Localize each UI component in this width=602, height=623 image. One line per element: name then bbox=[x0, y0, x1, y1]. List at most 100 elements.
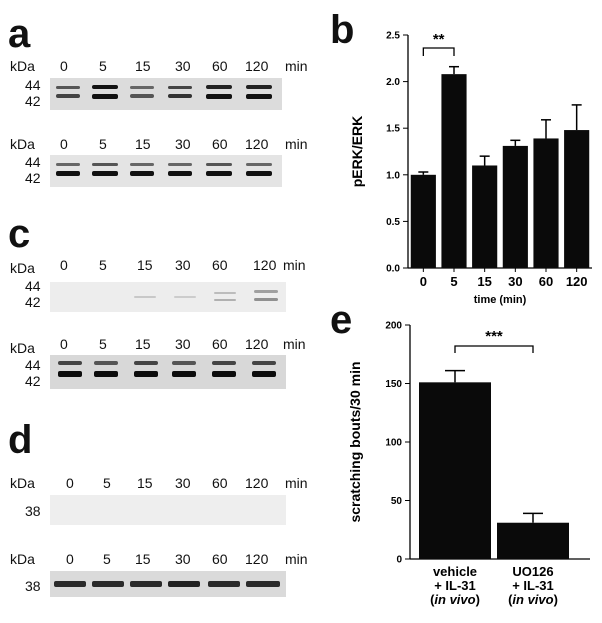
y-tick-label: 150 bbox=[385, 379, 402, 390]
kda-label: kDa bbox=[10, 136, 35, 152]
western-blot-image bbox=[50, 155, 282, 187]
band bbox=[130, 171, 154, 176]
lane-label: 60 bbox=[212, 257, 228, 273]
lane-label: 120 bbox=[245, 136, 269, 152]
band bbox=[94, 361, 118, 365]
unit-label: min bbox=[285, 475, 308, 491]
band bbox=[168, 94, 192, 98]
x-tick-label: 120 bbox=[566, 274, 588, 289]
mw-marker: 44 bbox=[25, 154, 41, 170]
lane-label: 5 bbox=[103, 551, 111, 567]
y-tick-label: 100 bbox=[385, 438, 402, 449]
y-axis-label: pERK/ERK bbox=[349, 116, 365, 188]
lane-label: 15 bbox=[137, 475, 153, 491]
band bbox=[130, 94, 154, 98]
lane-label: 5 bbox=[99, 336, 107, 352]
bar bbox=[533, 138, 559, 268]
lane-label: 0 bbox=[60, 336, 68, 352]
band bbox=[214, 299, 236, 301]
unit-label: min bbox=[285, 136, 308, 152]
x-tick-label: 30 bbox=[508, 274, 522, 289]
lane-label: 0 bbox=[60, 58, 68, 74]
unit-label: min bbox=[283, 257, 306, 273]
lane-label: 30 bbox=[175, 475, 191, 491]
kda-label: kDa bbox=[10, 475, 35, 491]
x-axis-label: time (min) bbox=[474, 294, 527, 306]
band bbox=[172, 361, 196, 365]
kda-label: kDa bbox=[10, 58, 35, 74]
bar-chart-b: 0.0 0.5 1.0 1.5 2.0 2.5 0 5 15 30 60 120 time (min) p… bbox=[349, 31, 592, 306]
lane-label: 30 bbox=[175, 136, 191, 152]
mw-marker: 44 bbox=[25, 77, 41, 93]
band bbox=[254, 290, 278, 293]
panel-letter-a: a bbox=[8, 12, 31, 56]
lane-label: 120 bbox=[245, 58, 269, 74]
band bbox=[92, 94, 118, 99]
y-tick-label: 200 bbox=[385, 321, 402, 332]
x-tick-label: (in vivo) bbox=[508, 592, 558, 607]
western-blot-image bbox=[50, 78, 282, 110]
lane-label: 5 bbox=[99, 58, 107, 74]
band bbox=[92, 85, 118, 89]
bar bbox=[410, 174, 436, 268]
band bbox=[206, 163, 232, 166]
bar bbox=[502, 145, 528, 268]
band bbox=[174, 296, 196, 298]
band bbox=[212, 371, 236, 377]
western-blot-image bbox=[50, 571, 286, 597]
x-tick-label: + IL-31 bbox=[512, 578, 554, 593]
y-axis-label: scratching bouts/30 min bbox=[347, 361, 363, 522]
lane-label: 60 bbox=[212, 475, 228, 491]
x-tick-label: 0 bbox=[420, 274, 427, 289]
mw-marker: 42 bbox=[25, 93, 41, 109]
band bbox=[92, 171, 118, 176]
band bbox=[134, 361, 158, 365]
band bbox=[206, 85, 232, 89]
band bbox=[54, 581, 86, 587]
lane-label: 30 bbox=[175, 257, 191, 273]
band bbox=[92, 581, 124, 587]
lane-label: 15 bbox=[135, 551, 151, 567]
panel-letter-d: d bbox=[8, 418, 33, 462]
panel-letter-c: c bbox=[8, 212, 31, 256]
mw-marker: 44 bbox=[25, 357, 41, 373]
x-tick-label: + IL-31 bbox=[434, 578, 476, 593]
band bbox=[206, 94, 232, 99]
mw-marker: 42 bbox=[25, 170, 41, 186]
band bbox=[206, 171, 232, 176]
unit-label: min bbox=[285, 551, 308, 567]
band bbox=[246, 94, 272, 99]
band bbox=[56, 86, 80, 89]
significance-label: ** bbox=[433, 31, 445, 48]
panel-letter-b: b bbox=[330, 8, 355, 52]
band bbox=[168, 171, 192, 176]
band bbox=[168, 581, 200, 587]
mw-marker: 42 bbox=[25, 373, 41, 389]
lane-label: 0 bbox=[60, 257, 68, 273]
western-blot-image bbox=[50, 355, 286, 389]
y-tick-label: 1.0 bbox=[386, 170, 400, 181]
band bbox=[252, 371, 276, 377]
bar bbox=[472, 165, 498, 268]
band bbox=[58, 371, 82, 377]
band bbox=[130, 86, 154, 89]
band bbox=[254, 298, 278, 301]
lane-label: 15 bbox=[135, 58, 151, 74]
lane-label: 0 bbox=[66, 551, 74, 567]
lane-label: 5 bbox=[103, 475, 111, 491]
y-tick-label: 50 bbox=[391, 496, 403, 507]
lane-label: 120 bbox=[245, 475, 269, 491]
band bbox=[246, 85, 272, 89]
significance-label: *** bbox=[485, 328, 503, 345]
x-tick-label: (in vivo) bbox=[430, 592, 480, 607]
western-blot-image bbox=[50, 495, 286, 525]
kda-label: kDa bbox=[10, 340, 35, 356]
band bbox=[130, 163, 154, 166]
lane-label: 120 bbox=[245, 336, 269, 352]
band bbox=[56, 163, 80, 166]
lane-label: 5 bbox=[99, 257, 107, 273]
lane-label: 60 bbox=[212, 136, 228, 152]
lane-label: 30 bbox=[175, 551, 191, 567]
band bbox=[168, 163, 192, 166]
